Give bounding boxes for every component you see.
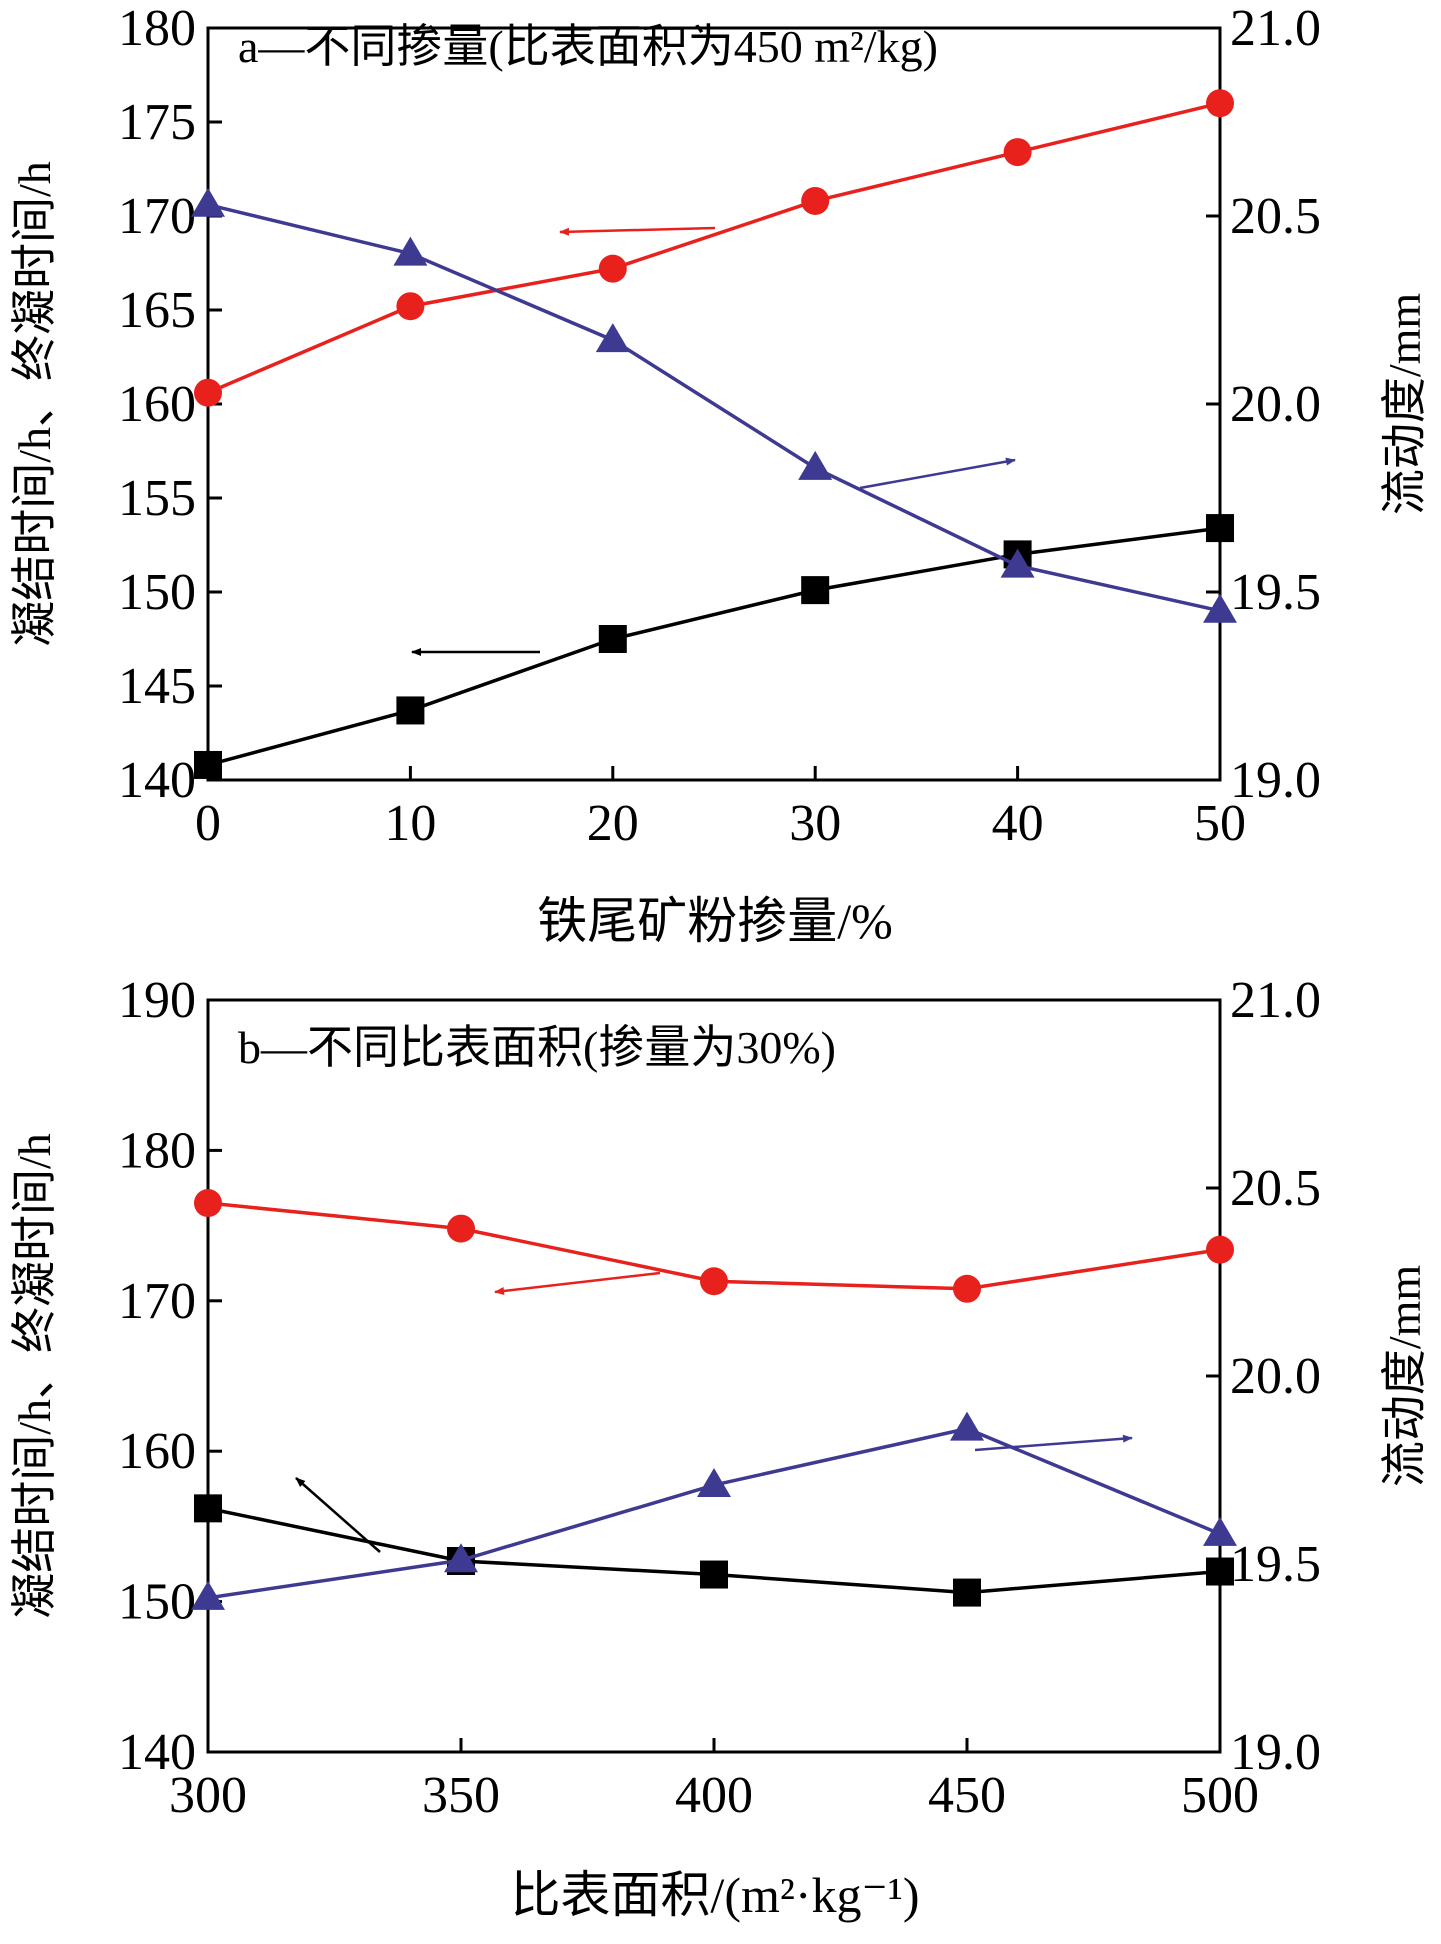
data-point-blue bbox=[1203, 593, 1237, 623]
data-point-black bbox=[1206, 514, 1234, 543]
right-tick-label: 19.0 bbox=[1230, 752, 1321, 809]
right-tick-label: 20.5 bbox=[1230, 1160, 1321, 1217]
data-point-red bbox=[700, 1267, 728, 1296]
right-tick-label: 20.5 bbox=[1230, 188, 1321, 245]
series-line-red bbox=[207, 101, 1221, 395]
panel-b-left-axis-label: 凝结时间/h、终凝时间/h bbox=[9, 1133, 60, 1619]
axis-pointer-arrow-red bbox=[494, 1271, 661, 1295]
panel-a-label: a—不同掺量(比表面积为450 m²/kg) bbox=[238, 21, 938, 72]
x-tick-label: 350 bbox=[422, 1767, 500, 1824]
data-point-black bbox=[700, 1560, 728, 1589]
data-point-red bbox=[1206, 1235, 1234, 1264]
left-tick-label: 145 bbox=[118, 658, 196, 715]
data-point-black bbox=[598, 625, 627, 653]
right-tick-label: 21.0 bbox=[1230, 0, 1321, 57]
panel-b-right-ticks: 19.0 19.5 20.0 20.5 21.0 bbox=[1206, 972, 1321, 1781]
axis-pointer-arrow-red bbox=[559, 226, 716, 236]
x-tick-label: 0 bbox=[195, 795, 221, 852]
panel-b-series bbox=[191, 1189, 1237, 1610]
data-point-red bbox=[396, 292, 425, 321]
right-tick-label: 19.0 bbox=[1230, 1724, 1321, 1781]
data-point-red bbox=[801, 186, 830, 215]
panel-b-label: b—不同比表面积(掺量为30%) bbox=[238, 1022, 836, 1073]
x-tick-label: 450 bbox=[928, 1767, 1006, 1824]
data-point-red bbox=[1003, 138, 1032, 167]
x-tick-label: 20 bbox=[587, 795, 639, 852]
x-tick-label: 400 bbox=[675, 1767, 753, 1824]
left-tick-label: 150 bbox=[118, 564, 196, 621]
panel-b-left-ticks: 140 150 160 170 180 190 bbox=[118, 972, 222, 1781]
data-point-black bbox=[194, 1494, 222, 1523]
panel-a-right-axis-label: 流动度/mm bbox=[1379, 293, 1430, 516]
left-tick-label: 170 bbox=[118, 1273, 196, 1330]
left-tick-label: 180 bbox=[118, 1122, 196, 1179]
data-point-red bbox=[447, 1214, 475, 1243]
left-tick-label: 190 bbox=[118, 972, 196, 1029]
data-point-black bbox=[194, 750, 222, 779]
data-point-blue bbox=[191, 187, 225, 217]
x-tick-label: 30 bbox=[789, 795, 841, 852]
panel-b-right-axis-label: 流动度/mm bbox=[1379, 1265, 1430, 1488]
data-point-blue bbox=[697, 1468, 731, 1498]
left-tick-label: 175 bbox=[118, 94, 196, 151]
axis-pointer-arrow-blue bbox=[859, 457, 1016, 490]
data-point-black bbox=[1206, 1557, 1234, 1586]
data-point-blue bbox=[950, 1411, 984, 1441]
panel-b-x-axis-label: 比表面积/(m²·kg⁻¹) bbox=[510, 1867, 919, 1923]
panel-b-arrows bbox=[295, 1271, 1133, 1553]
left-tick-label: 180 bbox=[118, 0, 196, 57]
data-point-blue bbox=[444, 1543, 478, 1573]
data-point-black bbox=[396, 696, 425, 725]
right-tick-label: 19.5 bbox=[1230, 1536, 1321, 1593]
panel-b-plot-frame bbox=[206, 998, 1222, 1754]
panel-a-arrows bbox=[411, 226, 1016, 656]
right-tick-label: 19.5 bbox=[1230, 564, 1321, 621]
left-tick-label: 160 bbox=[118, 1423, 196, 1480]
left-tick-label: 160 bbox=[118, 376, 196, 433]
data-point-blue bbox=[393, 236, 428, 266]
panel-a-x-ticks: 0 10 20 30 40 50 bbox=[195, 766, 1246, 852]
x-tick-label: 10 bbox=[384, 795, 436, 852]
left-tick-label: 140 bbox=[118, 752, 196, 809]
series-line-blue bbox=[207, 203, 1221, 613]
data-point-blue bbox=[798, 450, 833, 480]
right-tick-label: 20.0 bbox=[1230, 376, 1321, 433]
panel-a: 140 145 150 155 160 165 170 175 180 19.0 19.5 20.0… bbox=[9, 0, 1430, 949]
series-line-black bbox=[207, 526, 1221, 767]
panel-a-x-axis-label: 铁尾矿粉掺量/% bbox=[537, 893, 893, 949]
axis-pointer-arrow-black bbox=[295, 1477, 381, 1553]
left-tick-label: 170 bbox=[118, 188, 196, 245]
right-tick-label: 20.0 bbox=[1230, 1348, 1321, 1405]
panel-b-x-ticks: 300 350 400 450 500 bbox=[169, 1738, 1259, 1824]
left-tick-label: 165 bbox=[118, 282, 196, 339]
panel-a-left-axis-label: 凝结时间/h、终凝时间/h bbox=[9, 161, 60, 647]
data-point-blue bbox=[1203, 1516, 1237, 1546]
data-point-red bbox=[194, 1189, 222, 1218]
data-point-blue bbox=[191, 1580, 225, 1610]
panel-a-right-ticks: 19.0 19.5 20.0 20.5 21.0 bbox=[1206, 0, 1321, 809]
axis-pointer-arrow-blue bbox=[974, 1434, 1133, 1452]
left-tick-label: 140 bbox=[118, 1724, 196, 1781]
x-tick-label: 300 bbox=[169, 1767, 247, 1824]
left-tick-label: 155 bbox=[118, 470, 196, 527]
panel-a-left-ticks: 140 145 150 155 160 165 170 175 180 bbox=[118, 0, 222, 809]
left-tick-label: 150 bbox=[118, 1574, 196, 1631]
panel-a-series bbox=[191, 89, 1237, 779]
data-point-red bbox=[598, 254, 627, 283]
data-point-red bbox=[1206, 89, 1234, 118]
x-tick-label: 40 bbox=[992, 795, 1044, 852]
data-point-blue bbox=[1000, 548, 1035, 578]
x-tick-label: 50 bbox=[1194, 795, 1246, 852]
data-point-red bbox=[194, 378, 222, 407]
data-point-blue bbox=[595, 323, 630, 353]
x-tick-label: 500 bbox=[1181, 1767, 1259, 1824]
data-point-red bbox=[953, 1274, 981, 1303]
right-tick-label: 21.0 bbox=[1230, 972, 1321, 1029]
data-point-black bbox=[801, 576, 830, 605]
data-point-black bbox=[953, 1578, 981, 1607]
